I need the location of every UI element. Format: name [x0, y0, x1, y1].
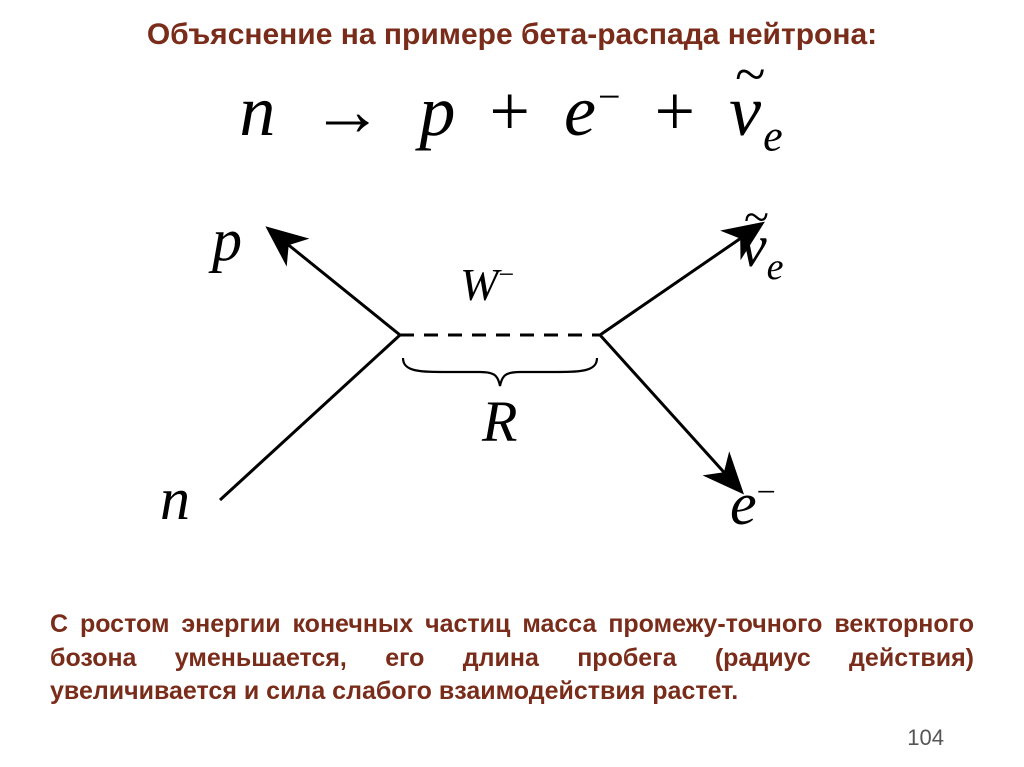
eq-e-sup: −: [598, 74, 623, 119]
page-number: 104: [907, 725, 944, 751]
slide-title: Объяснение на примере бета-распада нейтр…: [0, 18, 1024, 52]
eq-plus2: +: [643, 71, 710, 151]
eq-e: e: [564, 71, 598, 151]
label-nu: νe: [740, 212, 784, 289]
label-W-sym: W: [460, 259, 498, 310]
label-nu-sub: e: [767, 246, 784, 288]
label-R: R: [482, 388, 517, 455]
line-p: [270, 230, 400, 335]
label-W: W−: [460, 258, 514, 311]
beta-decay-equation: n → p + e− + νe: [0, 70, 1024, 161]
label-nu-sym: ν: [740, 213, 767, 279]
eq-p: p: [419, 71, 457, 151]
feynman-diagram: p n νe e− W− R: [120, 200, 900, 600]
eq-nu: ν: [729, 71, 763, 151]
line-nu: [600, 225, 760, 335]
explanation-text: С ростом энергии конечных частиц масса п…: [50, 608, 974, 709]
eq-arrow: →: [297, 71, 399, 151]
label-W-sup: −: [498, 260, 514, 291]
eq-n: n: [239, 71, 277, 151]
label-e: e−: [730, 470, 776, 539]
eq-nu-sub: e: [763, 111, 785, 160]
label-n: n: [160, 465, 190, 534]
eq-plus1: +: [477, 71, 544, 151]
line-n: [220, 335, 400, 500]
label-p: p: [212, 206, 242, 275]
label-e-sup: −: [757, 474, 776, 511]
line-e: [600, 335, 740, 490]
brace-R: [403, 358, 597, 386]
label-e-sym: e: [730, 471, 757, 537]
